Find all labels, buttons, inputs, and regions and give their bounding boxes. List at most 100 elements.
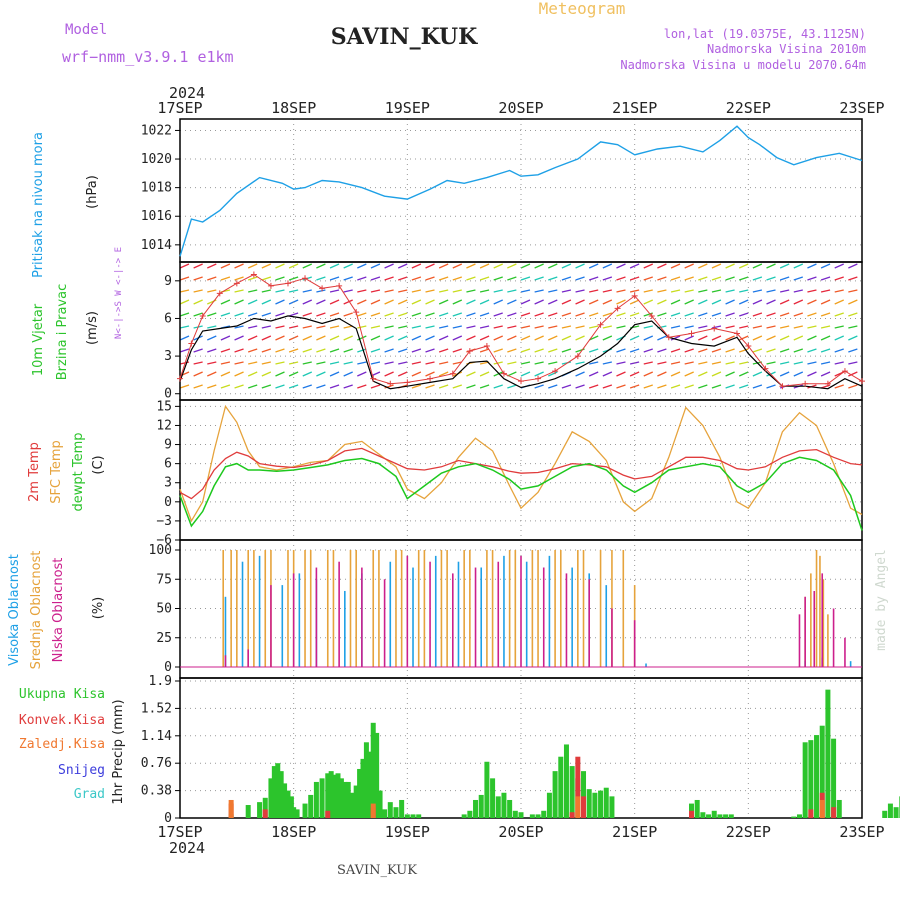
y-tick-label: 0	[164, 660, 172, 675]
wind-arrow	[343, 371, 353, 377]
wind-arrow	[302, 361, 312, 365]
wind-arrow	[534, 312, 544, 317]
wind-arrow	[520, 371, 531, 377]
wind-arrow	[738, 299, 749, 305]
wind-arrow	[752, 312, 763, 317]
total-precip-bar	[467, 810, 473, 818]
wind-arrow	[438, 312, 449, 317]
wind-arrow	[234, 348, 244, 353]
wind-arrow	[193, 384, 203, 389]
y-tick-label: 0.38	[141, 784, 172, 799]
wind-arrow	[411, 276, 422, 281]
model-label: Model	[65, 22, 107, 38]
wind-arrow	[766, 384, 776, 389]
y-tick-label: 1.14	[141, 729, 172, 744]
wind-gust-marker	[535, 375, 542, 382]
wind-arrow	[711, 289, 722, 293]
wind-arrow	[780, 325, 790, 329]
wind-arrow	[643, 348, 653, 353]
wind-arrow	[479, 276, 490, 281]
wind-arrow	[657, 289, 667, 293]
wind-arrow	[548, 384, 558, 389]
wind-arrow	[207, 348, 217, 353]
wind-arrow	[261, 312, 272, 317]
total-precip-bar	[507, 799, 513, 818]
wind-arrow	[207, 361, 217, 365]
wind-gust-marker	[841, 368, 848, 375]
total-precip-bar	[257, 802, 263, 818]
wind-arrow	[493, 335, 503, 341]
dewpoint-line	[179, 456, 863, 531]
wind-arrow	[725, 325, 735, 329]
x-tick-label-bottom: 23SEP	[839, 823, 884, 841]
total-precip-bar	[529, 814, 535, 818]
wind-arrow	[207, 384, 217, 389]
wind-arrow	[384, 276, 394, 281]
x-tick-label-top: 21SEP	[612, 99, 657, 117]
wind-arrow	[534, 299, 544, 305]
wind-arrow	[520, 263, 531, 269]
wind-arrow	[343, 325, 353, 329]
total-precip-bar	[282, 783, 288, 818]
wind-gust-marker	[733, 330, 740, 337]
wind-arrow	[248, 361, 258, 365]
wind-arrow	[602, 325, 612, 329]
total-precip-bar	[728, 814, 734, 818]
wind-arrow	[234, 289, 244, 293]
total-precip-bar	[302, 803, 308, 818]
wind-arrow	[548, 325, 558, 329]
wind-arrow	[834, 335, 844, 341]
wind-gust-marker	[250, 271, 257, 278]
y-tick-label: 25	[156, 631, 172, 646]
total-precip-bar	[325, 773, 331, 818]
wind-arrow	[207, 289, 217, 293]
x-tick-label-bottom: 17SEP	[157, 823, 202, 841]
wind-arrow	[739, 276, 749, 281]
wind-arrow	[275, 276, 285, 281]
total-precip-bar	[694, 799, 700, 818]
wind-arrow	[779, 263, 790, 269]
wind-arrow	[179, 312, 190, 317]
x-tick-label-bottom: 19SEP	[385, 823, 430, 841]
total-precip-bar	[819, 725, 825, 818]
wind-gust-marker	[302, 275, 309, 282]
wind-arrow	[411, 371, 422, 377]
wind-arrow	[302, 384, 312, 389]
wind-arrow	[370, 299, 381, 305]
total-precip-bar	[603, 787, 609, 818]
total-precip-bar	[569, 766, 575, 818]
wind-arrow	[438, 384, 449, 389]
wind-arrow	[507, 325, 517, 329]
wind-arrow	[548, 299, 558, 305]
x-tick-label-top: 19SEP	[385, 99, 430, 117]
wind-arrow	[670, 384, 681, 389]
wind-arrow	[739, 325, 749, 329]
total-precip-bar	[360, 758, 366, 818]
wind-arrow	[548, 361, 558, 365]
wind-arrow	[766, 276, 776, 281]
wind-arrow	[561, 263, 572, 269]
total-precip-bar	[278, 771, 284, 818]
wind-arrow	[343, 348, 353, 353]
wind-arrow	[807, 276, 817, 281]
wind-arrow	[739, 348, 749, 353]
wind-arrow	[711, 361, 722, 365]
wind-arrow	[834, 348, 844, 353]
wind-arrow	[602, 299, 613, 305]
wind-arrow	[247, 312, 258, 317]
wind-arrow	[766, 335, 776, 341]
plot-area: 101410161018102010220369−6−3036912150255…	[141, 99, 900, 841]
convective-precip-bar	[325, 810, 331, 818]
wind-arrow	[602, 276, 613, 281]
wind-arrow	[316, 289, 326, 293]
wind-arrow	[275, 312, 285, 317]
wind-arrow	[193, 263, 203, 269]
total-precip-bar	[335, 773, 341, 818]
wind-arrow	[848, 348, 858, 353]
wind-arrow	[616, 384, 626, 389]
wind-arrow	[629, 384, 640, 389]
wind-arrow	[398, 325, 408, 329]
wind-arrow	[220, 361, 231, 365]
wind-arrow	[711, 299, 722, 305]
wind-arrow	[643, 299, 654, 305]
